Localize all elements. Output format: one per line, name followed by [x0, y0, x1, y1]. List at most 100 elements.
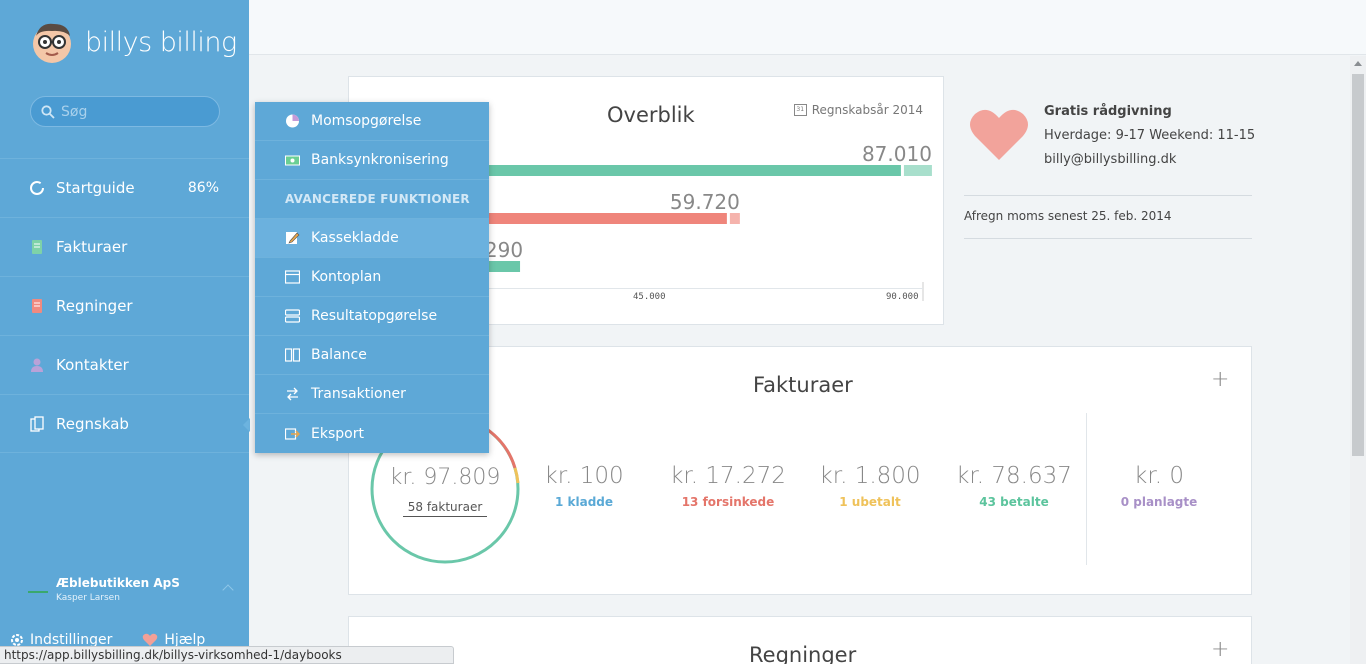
menu-item-label: Resultatopgørelse [311, 308, 438, 324]
divider [964, 195, 1252, 196]
chart-axis [485, 288, 923, 289]
advice-hours: Hverdage: 9-17 Weekend: 11-15 [1044, 128, 1256, 143]
settings-label: Indstillinger [30, 632, 113, 648]
menu-item-transaktioner[interactable]: Transaktioner [255, 375, 489, 414]
menu-item-banksynkronisering[interactable]: Banksynkronisering [255, 141, 489, 180]
add-bill-button[interactable]: + [1211, 637, 1230, 662]
tick-label: 90.000 [886, 292, 919, 302]
stat-amount: kr. 100 [544, 463, 624, 489]
add-invoice-button[interactable]: + [1211, 367, 1230, 392]
menu-item-label: Banksynkronisering [311, 152, 449, 168]
stat-amount: kr. 1.800 [819, 463, 921, 489]
stat-paid[interactable]: kr. 78.637 43 betalte [953, 463, 1075, 509]
bar-remainder-0 [903, 165, 932, 176]
menu-item-label: Kassekladde [311, 230, 399, 246]
billy-logo-icon [33, 23, 71, 63]
bar-value-label: 87.010 [862, 142, 932, 166]
heart-icon [970, 109, 1028, 160]
search-box[interactable] [30, 96, 220, 127]
sidebar-footer: Indstillinger Hjælp [10, 632, 205, 648]
sidebar-item-regninger[interactable]: Regninger [0, 276, 249, 335]
sidebar-item-startguide[interactable]: Startguide 86% [0, 158, 249, 217]
calendar-icon: 31 [793, 104, 807, 116]
help-label: Hjælp [164, 632, 206, 648]
tick-label: 45.000 [633, 292, 666, 302]
stat-label: 43 betalte [979, 495, 1049, 509]
sidebar: billys billing Startguide 86% Fakturaer [0, 0, 249, 664]
company-user: Kasper Larsen [56, 593, 120, 603]
sidebar-item-label: Fakturaer [56, 238, 128, 256]
advice-title: Gratis rådgivning [1044, 104, 1172, 119]
menu-item-label: Momsopgørelse [311, 113, 422, 129]
bar-value-label: 59.720 [670, 190, 740, 214]
menu-item-momsopgorelse[interactable]: Momsopgørelse [255, 102, 489, 141]
sidebar-nav: Startguide 86% Fakturaer Regninger Konta… [0, 158, 249, 453]
sidebar-item-regnskab[interactable]: Regnskab [0, 394, 249, 453]
search-icon [41, 104, 55, 119]
settings-link[interactable]: Indstillinger [10, 632, 112, 648]
company-indicator [28, 591, 48, 593]
top-bar [249, 0, 1366, 55]
fiscal-year-selector[interactable]: 31 Regnskabsår 2014 [793, 103, 923, 117]
menu-item-balance[interactable]: Balance [255, 336, 489, 375]
scrollbar-thumb[interactable] [1352, 74, 1364, 456]
sidebar-item-label: Kontakter [56, 356, 129, 374]
menu-pointer [243, 418, 250, 432]
startguide-percent: 86% [187, 180, 219, 196]
stat-amount: kr. 17.272 [670, 463, 786, 489]
heart-icon [143, 633, 158, 646]
logo[interactable]: billys billing [30, 20, 237, 64]
stat-label: 1 ubetalt [839, 495, 901, 509]
sidebar-item-label: Regninger [56, 297, 133, 315]
sidebar-item-label: Startguide [56, 179, 135, 197]
stat-label: 0 planlagte [1120, 495, 1198, 509]
advice-email[interactable]: billy@billysbilling.dk [1044, 152, 1177, 167]
menu-item-kontoplan[interactable]: Kontoplan [255, 258, 489, 297]
menu-item-resultatopgorelse[interactable]: Resultatopgørelse [255, 297, 489, 336]
bills-title: Regninger [749, 643, 857, 664]
progress-ring-icon [30, 181, 44, 195]
invoices-total-link[interactable]: 58 fakturaer [403, 500, 487, 517]
menu-item-eksport[interactable]: Eksport [255, 414, 489, 453]
fiscal-year-label: Regnskabsår 2014 [811, 103, 923, 117]
bar-0 [349, 165, 901, 176]
banknote-icon [285, 155, 300, 166]
transfer-icon [287, 387, 298, 401]
bar-1 [349, 213, 727, 224]
bills-card: Regninger + [348, 616, 1252, 664]
logo-text: billys billing [85, 26, 237, 58]
contact-icon [31, 358, 43, 372]
overview-title: Overblik [607, 103, 695, 127]
invoice-icon [32, 240, 42, 254]
stat-label: 13 forsinkede [681, 495, 775, 509]
stat-amount: kr. 78.637 [956, 463, 1072, 489]
scroll-up-icon[interactable] [1354, 61, 1362, 66]
company-name: Æblebutikken ApS [56, 576, 180, 590]
sidebar-item-label: Regnskab [56, 414, 129, 433]
divider [1086, 413, 1087, 565]
table-icon [285, 270, 300, 284]
help-link[interactable]: Hjælp [142, 632, 205, 648]
vat-deadline-notice: Afregn moms senest 25. feb. 2014 [964, 209, 1172, 223]
sidebar-item-fakturaer[interactable]: Fakturaer [0, 217, 249, 276]
stat-planned[interactable]: kr. 0 0 planlagte [1109, 463, 1209, 509]
invoices-card: Fakturaer + kr. 97.809 58 fakturaer kr. … [348, 346, 1252, 595]
invoices-total-amount: kr. 97.809 [389, 465, 501, 490]
sidebar-item-kontakter[interactable]: Kontakter [0, 335, 249, 394]
stat-overdue[interactable]: kr. 17.272 13 forsinkede [667, 463, 789, 509]
stat-amount: kr. 0 [1134, 463, 1184, 489]
menu-item-kassekladde[interactable]: Kassekladde [255, 219, 489, 258]
stat-draft[interactable]: kr. 100 1 kladde [539, 463, 629, 509]
page-scrollbar[interactable] [1350, 56, 1366, 664]
divider [964, 238, 1252, 239]
company-switcher[interactable]: Æblebutikken ApS Kasper Larsen [28, 576, 238, 603]
menu-item-label: Eksport [311, 425, 364, 442]
stat-label: 1 kladde [554, 495, 614, 509]
bill-icon [32, 299, 42, 313]
columns-icon [285, 348, 300, 362]
stat-unpaid[interactable]: kr. 1.800 1 ubetalt [815, 463, 925, 509]
search-input[interactable] [61, 103, 211, 120]
accounting-menu: Momsopgørelse Banksynkronisering AVANCER… [255, 102, 489, 453]
menu-item-label: Kontoplan [311, 269, 382, 285]
menu-item-label: Balance [311, 347, 367, 363]
